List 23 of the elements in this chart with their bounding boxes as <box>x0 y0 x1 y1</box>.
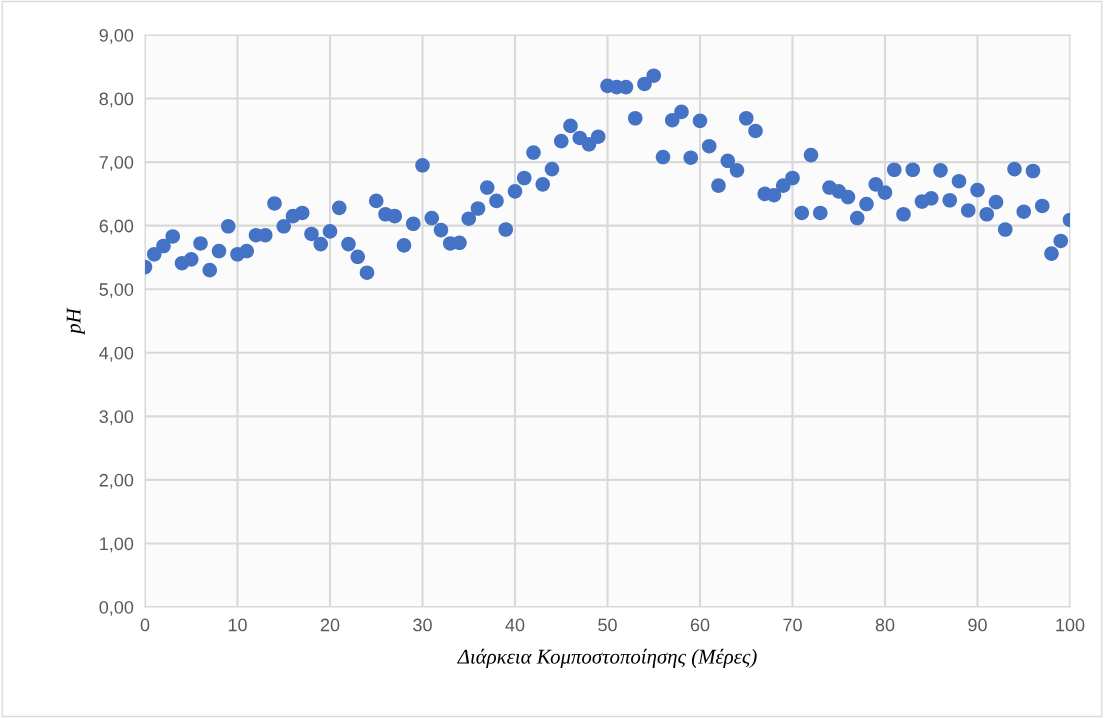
x-tick-label: 0 <box>140 618 150 632</box>
x-tick-label: 70 <box>783 618 802 632</box>
y-tick-label: 1,00 <box>100 537 134 553</box>
y-tick-label: 2,00 <box>99 473 134 489</box>
x-tick-label: 50 <box>598 618 617 632</box>
y-tick-label: 7,00 <box>99 156 134 171</box>
x-tick-label: 10 <box>228 618 247 632</box>
y-tick-label: 3,00 <box>99 410 134 426</box>
y-tick-label: 9,00 <box>99 28 134 44</box>
x-tick-label: 20 <box>320 618 340 632</box>
y-tick-label: 8,00 <box>99 92 134 108</box>
y-tick-label: 5,00 <box>99 283 134 299</box>
x-tick-label: 40 <box>505 618 525 632</box>
x-tick-label: 100 <box>1056 618 1085 632</box>
x-tick-label: 90 <box>968 618 987 632</box>
x-axis-title: Διάρκεια Κομποστοποίησης (Μέρες) <box>457 648 757 668</box>
y-tick-label: 0,00 <box>99 600 134 616</box>
y-tick-label: 6,00 <box>99 219 134 235</box>
y-tick-label: 4,00 <box>99 346 134 362</box>
x-tick-label: 80 <box>875 618 895 632</box>
x-tick-label: 60 <box>690 618 710 632</box>
x-tick-label: 30 <box>413 618 432 632</box>
y-axis-title: pH <box>66 307 85 335</box>
